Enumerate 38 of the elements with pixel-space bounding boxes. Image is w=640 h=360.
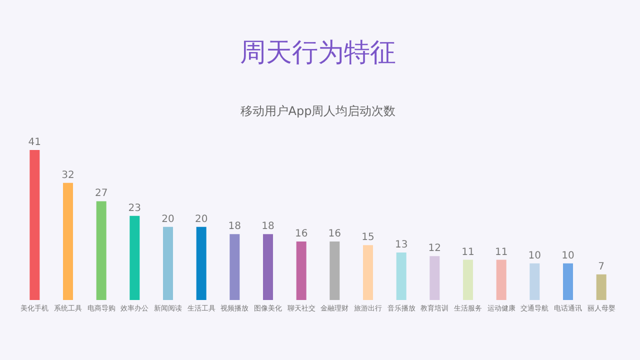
bar <box>230 234 240 300</box>
data-label: 27 <box>94 188 108 200</box>
data-label: 16 <box>294 228 308 240</box>
bar <box>296 241 306 300</box>
bar <box>63 182 73 300</box>
data-label: 15 <box>362 232 374 244</box>
bar <box>96 201 106 300</box>
data-label: 11 <box>494 246 508 258</box>
data-label: 16 <box>328 228 342 240</box>
data-label: 13 <box>394 239 408 250</box>
data-label: 23 <box>128 202 142 214</box>
chart-subtitle: 移动用户App周人均启动次数 <box>240 104 396 118</box>
data-label: 10 <box>528 250 542 262</box>
data-label: 7 <box>598 261 605 272</box>
data-label: 20 <box>194 214 208 225</box>
bar <box>463 260 473 300</box>
bar <box>496 260 506 300</box>
bar <box>263 234 273 300</box>
bar <box>530 263 540 300</box>
bar <box>196 226 206 300</box>
bar <box>430 256 440 300</box>
data-label: 12 <box>428 243 442 254</box>
data-label: 32 <box>62 170 74 181</box>
data-label: 20 <box>162 214 174 225</box>
data-label: 11 <box>462 246 474 258</box>
bar <box>563 263 573 300</box>
data-label: 18 <box>228 221 242 232</box>
bar <box>30 150 40 300</box>
bar <box>363 245 373 300</box>
data-label: 41 <box>28 137 42 148</box>
data-label: 10 <box>562 250 574 262</box>
bar <box>330 241 340 300</box>
bar <box>396 252 406 300</box>
bar <box>130 216 140 300</box>
bar <box>596 274 606 300</box>
bar <box>163 226 173 300</box>
chart-title: 周天行为特征 <box>240 38 396 68</box>
data-label: 18 <box>262 221 274 232</box>
